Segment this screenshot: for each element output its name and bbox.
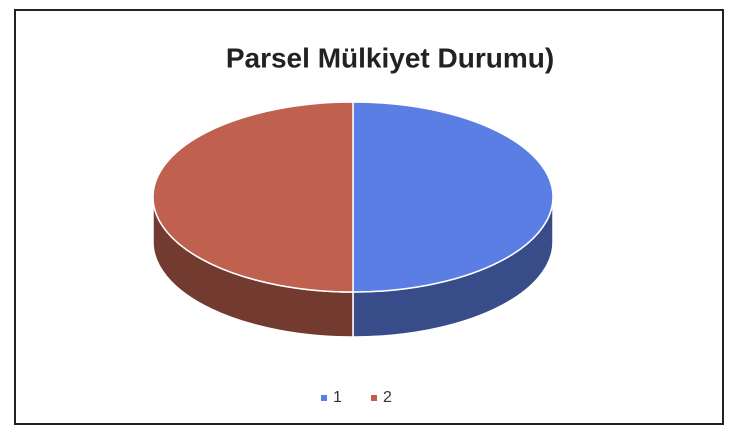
chart-title: Parsel Mülkiyet Durumu) <box>226 42 554 73</box>
legend-label: 1 <box>333 389 342 406</box>
pie-slice <box>352 101 554 293</box>
legend-swatch <box>321 395 327 401</box>
legend-swatch <box>371 395 377 401</box>
legend-label: 2 <box>383 389 392 406</box>
pie-slice <box>152 101 354 293</box>
